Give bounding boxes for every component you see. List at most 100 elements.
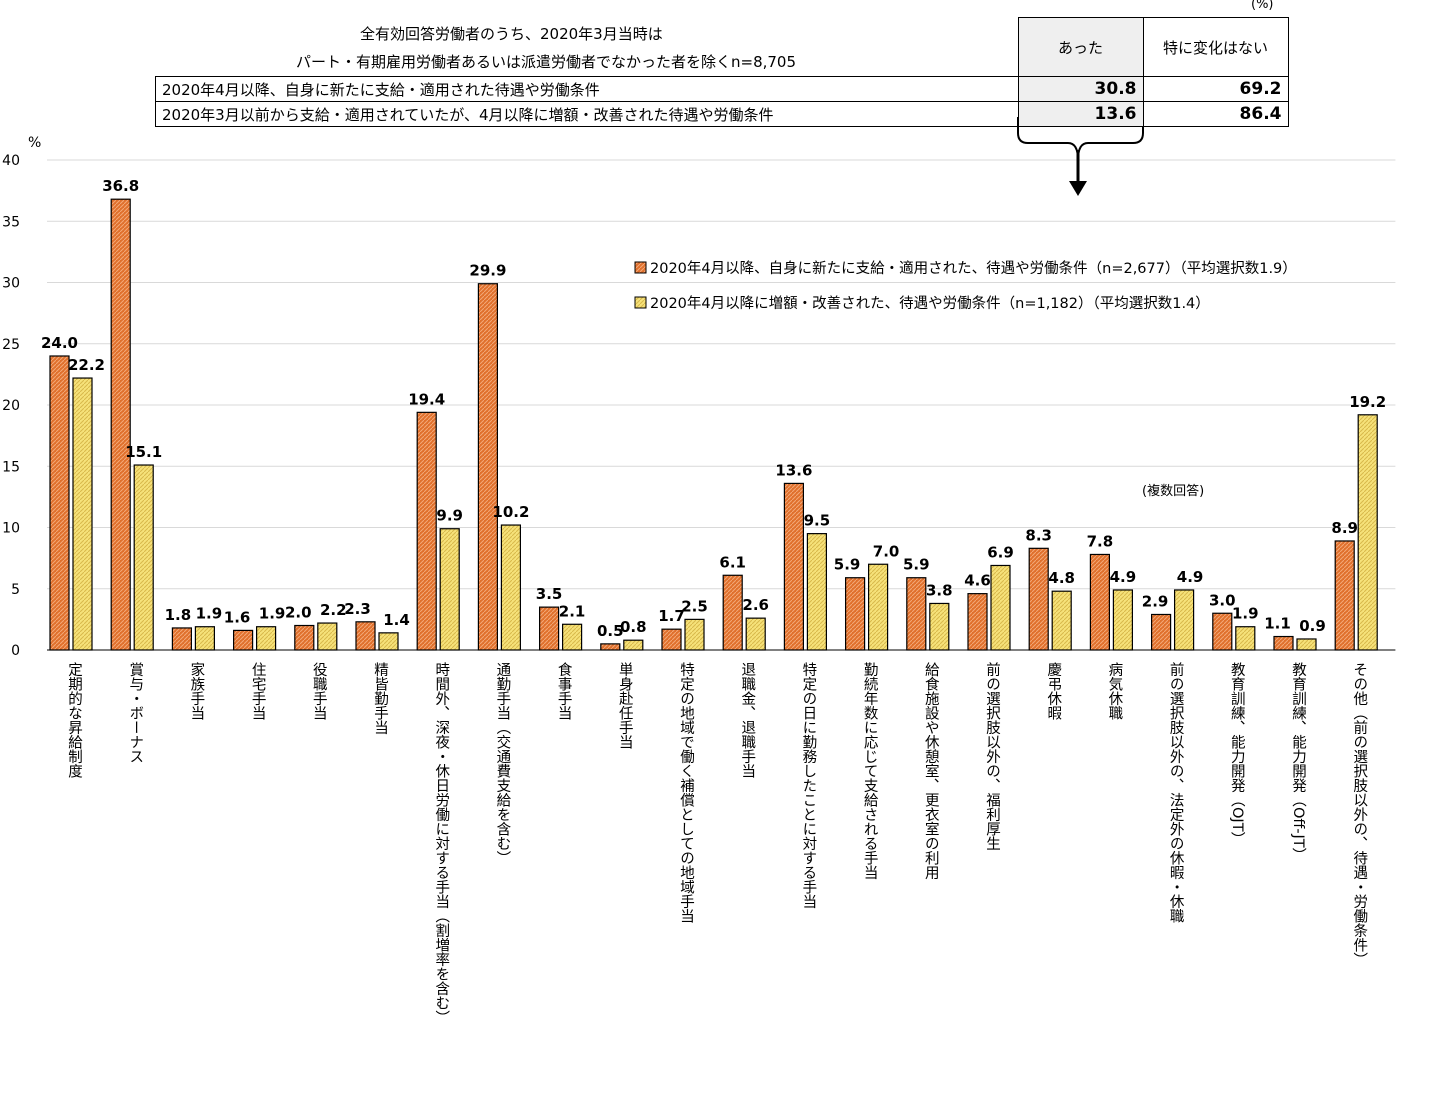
category-label: 教育訓練、能力開発（OJT） xyxy=(1229,662,1245,846)
category-label: 精皆勤手当 xyxy=(372,662,388,735)
data-label: 7.8 xyxy=(1087,532,1114,550)
bar-series2 xyxy=(378,632,399,651)
bar-series1 xyxy=(1089,553,1111,651)
data-label: 36.8 xyxy=(102,177,139,195)
category-labels: 定期的な昇給制度 賞与・ボーナス 家族手当 住宅手当 役職手当 精皆勤手当 時間外、深夜・休… xyxy=(66,662,1367,1025)
bar-series1 xyxy=(233,629,254,651)
category-label: 特定の日に勤務したことに対する手当 xyxy=(800,662,816,909)
data-label: 10.2 xyxy=(492,503,529,521)
bar-series1 xyxy=(477,283,498,651)
data-label: 8.3 xyxy=(1025,526,1052,544)
y-tick-label: 0 xyxy=(11,643,20,659)
data-label: 15.1 xyxy=(125,443,162,461)
data-label: 0.9 xyxy=(1299,617,1326,635)
category-label: 前の選択肢以外の、法定外の休暇・休職 xyxy=(1168,662,1184,924)
bar-series1 xyxy=(110,198,131,651)
col-header-atta: あった xyxy=(1017,17,1144,77)
data-label: 6.9 xyxy=(987,543,1014,561)
gridlines xyxy=(47,159,1396,590)
data-label: 2.9 xyxy=(1142,592,1169,610)
bar-series2 xyxy=(929,602,950,651)
category-label: 賞与・ボーナス xyxy=(127,662,143,764)
bar-series1 xyxy=(661,628,682,651)
summary-title-line2: パート・有期雇用労働者あるいは派遣労働者でなかった者を除くn=8,705 xyxy=(296,53,797,71)
summary-row-label: 2020年3月以前から支給・適用されていたが、4月以降に増額・改善された待遇や労… xyxy=(155,101,1019,127)
bar-series2 xyxy=(317,622,338,651)
data-label: 1.1 xyxy=(1264,615,1291,633)
data-label: 2.2 xyxy=(320,601,347,619)
data-label: 4.9 xyxy=(1110,568,1137,586)
bracket-arrow-head xyxy=(1069,181,1087,196)
bar-series2 xyxy=(256,626,277,651)
summary-table: あった 特に変化はない 2020年4月以降、自身に新たに支給・適用された待遇や労… xyxy=(155,17,1289,127)
summary-row-value: 30.8 xyxy=(1017,76,1144,102)
category-label: 定期的な昇給制度 xyxy=(66,662,82,779)
legend: 2020年4月以降、自身に新たに支給・適用された、待遇や労働条件（n=2,677… xyxy=(634,259,1297,312)
data-label: 2.3 xyxy=(344,600,371,618)
bar-series1 xyxy=(355,621,376,651)
bar-series1 xyxy=(783,482,805,651)
bar-series2 xyxy=(990,564,1011,651)
bar-series1 xyxy=(538,606,560,651)
category-label: 単身赴任手当 xyxy=(617,662,633,750)
data-label: 1.6 xyxy=(224,608,251,626)
category-label: 食事手当 xyxy=(556,662,572,721)
data-label: 4.9 xyxy=(1177,568,1204,586)
data-label: 19.4 xyxy=(408,390,445,408)
data-label: 8.9 xyxy=(1331,519,1358,537)
bar-series2 xyxy=(1235,626,1256,651)
legend-label-series2: 2020年4月以降に増額・改善された、待遇や労働条件（n=1,182）（平均選択… xyxy=(650,295,1210,312)
data-label: 3.0 xyxy=(1209,591,1236,609)
data-label: 1.9 xyxy=(259,605,286,623)
y-axis-unit-label: % xyxy=(28,135,41,151)
data-label: 5.9 xyxy=(834,556,861,574)
y-tick-label: 25 xyxy=(2,337,20,353)
bar-series1 xyxy=(1334,540,1355,651)
data-label: 13.6 xyxy=(775,461,812,479)
bar-series1 xyxy=(906,577,927,651)
data-label: 1.7 xyxy=(658,607,685,625)
data-label: 4.8 xyxy=(1048,569,1075,587)
data-label: 4.6 xyxy=(964,572,991,590)
bar-series1 xyxy=(1273,635,1294,651)
bar-series2 xyxy=(623,639,644,651)
summary-row: 2020年4月以降、自身に新たに支給・適用された待遇や労働条件 30.8 69.… xyxy=(155,76,1289,102)
category-label: 給食施設や休憩室、更衣室の利用 xyxy=(923,662,939,881)
bars xyxy=(49,198,1378,651)
bar-series1 xyxy=(416,411,437,651)
bar-series1 xyxy=(722,574,743,651)
bar-series1 xyxy=(1028,547,1049,651)
data-label: 9.9 xyxy=(436,507,463,525)
y-tick-label: 30 xyxy=(2,276,20,292)
category-label: 慶弔休暇 xyxy=(1045,662,1061,721)
legend-swatch-series1 xyxy=(634,261,647,274)
bar-series2 xyxy=(561,623,583,651)
legend-swatch-series2 xyxy=(634,296,647,309)
bar-series2 xyxy=(439,528,460,651)
y-tick-label: 15 xyxy=(2,459,20,475)
category-label: 退職金、退職手当 xyxy=(739,662,755,779)
data-label: 5.9 xyxy=(903,556,930,574)
category-label: 病気休職 xyxy=(1106,662,1122,721)
bar-series2 xyxy=(745,617,766,651)
data-label: 2.0 xyxy=(285,604,312,622)
category-label: 家族手当 xyxy=(188,662,204,721)
data-label: 3.8 xyxy=(926,581,953,599)
data-label: 1.9 xyxy=(1232,605,1259,623)
bar-series2 xyxy=(1173,589,1195,651)
data-label: 7.0 xyxy=(873,542,900,560)
data-label: 0.8 xyxy=(620,618,647,636)
y-tick-label: 40 xyxy=(2,153,20,169)
multiple-answers-note: (複数回答) xyxy=(1142,483,1204,499)
category-label: 通勤手当（交通費支給を含む） xyxy=(494,662,510,865)
category-label: 勤続年数に応じて支給される手当 xyxy=(862,662,878,880)
summary-row: 2020年3月以前から支給・適用されていたが、4月以降に増額・改善された待遇や労… xyxy=(155,101,1289,127)
table-unit-label: (%) xyxy=(1251,0,1274,12)
bar-series2 xyxy=(1051,590,1072,651)
bar-series1 xyxy=(967,593,988,651)
data-label: 29.9 xyxy=(469,262,506,280)
data-label: 3.5 xyxy=(536,585,563,603)
bar-series2 xyxy=(867,563,889,651)
data-label: 19.2 xyxy=(1349,393,1386,411)
